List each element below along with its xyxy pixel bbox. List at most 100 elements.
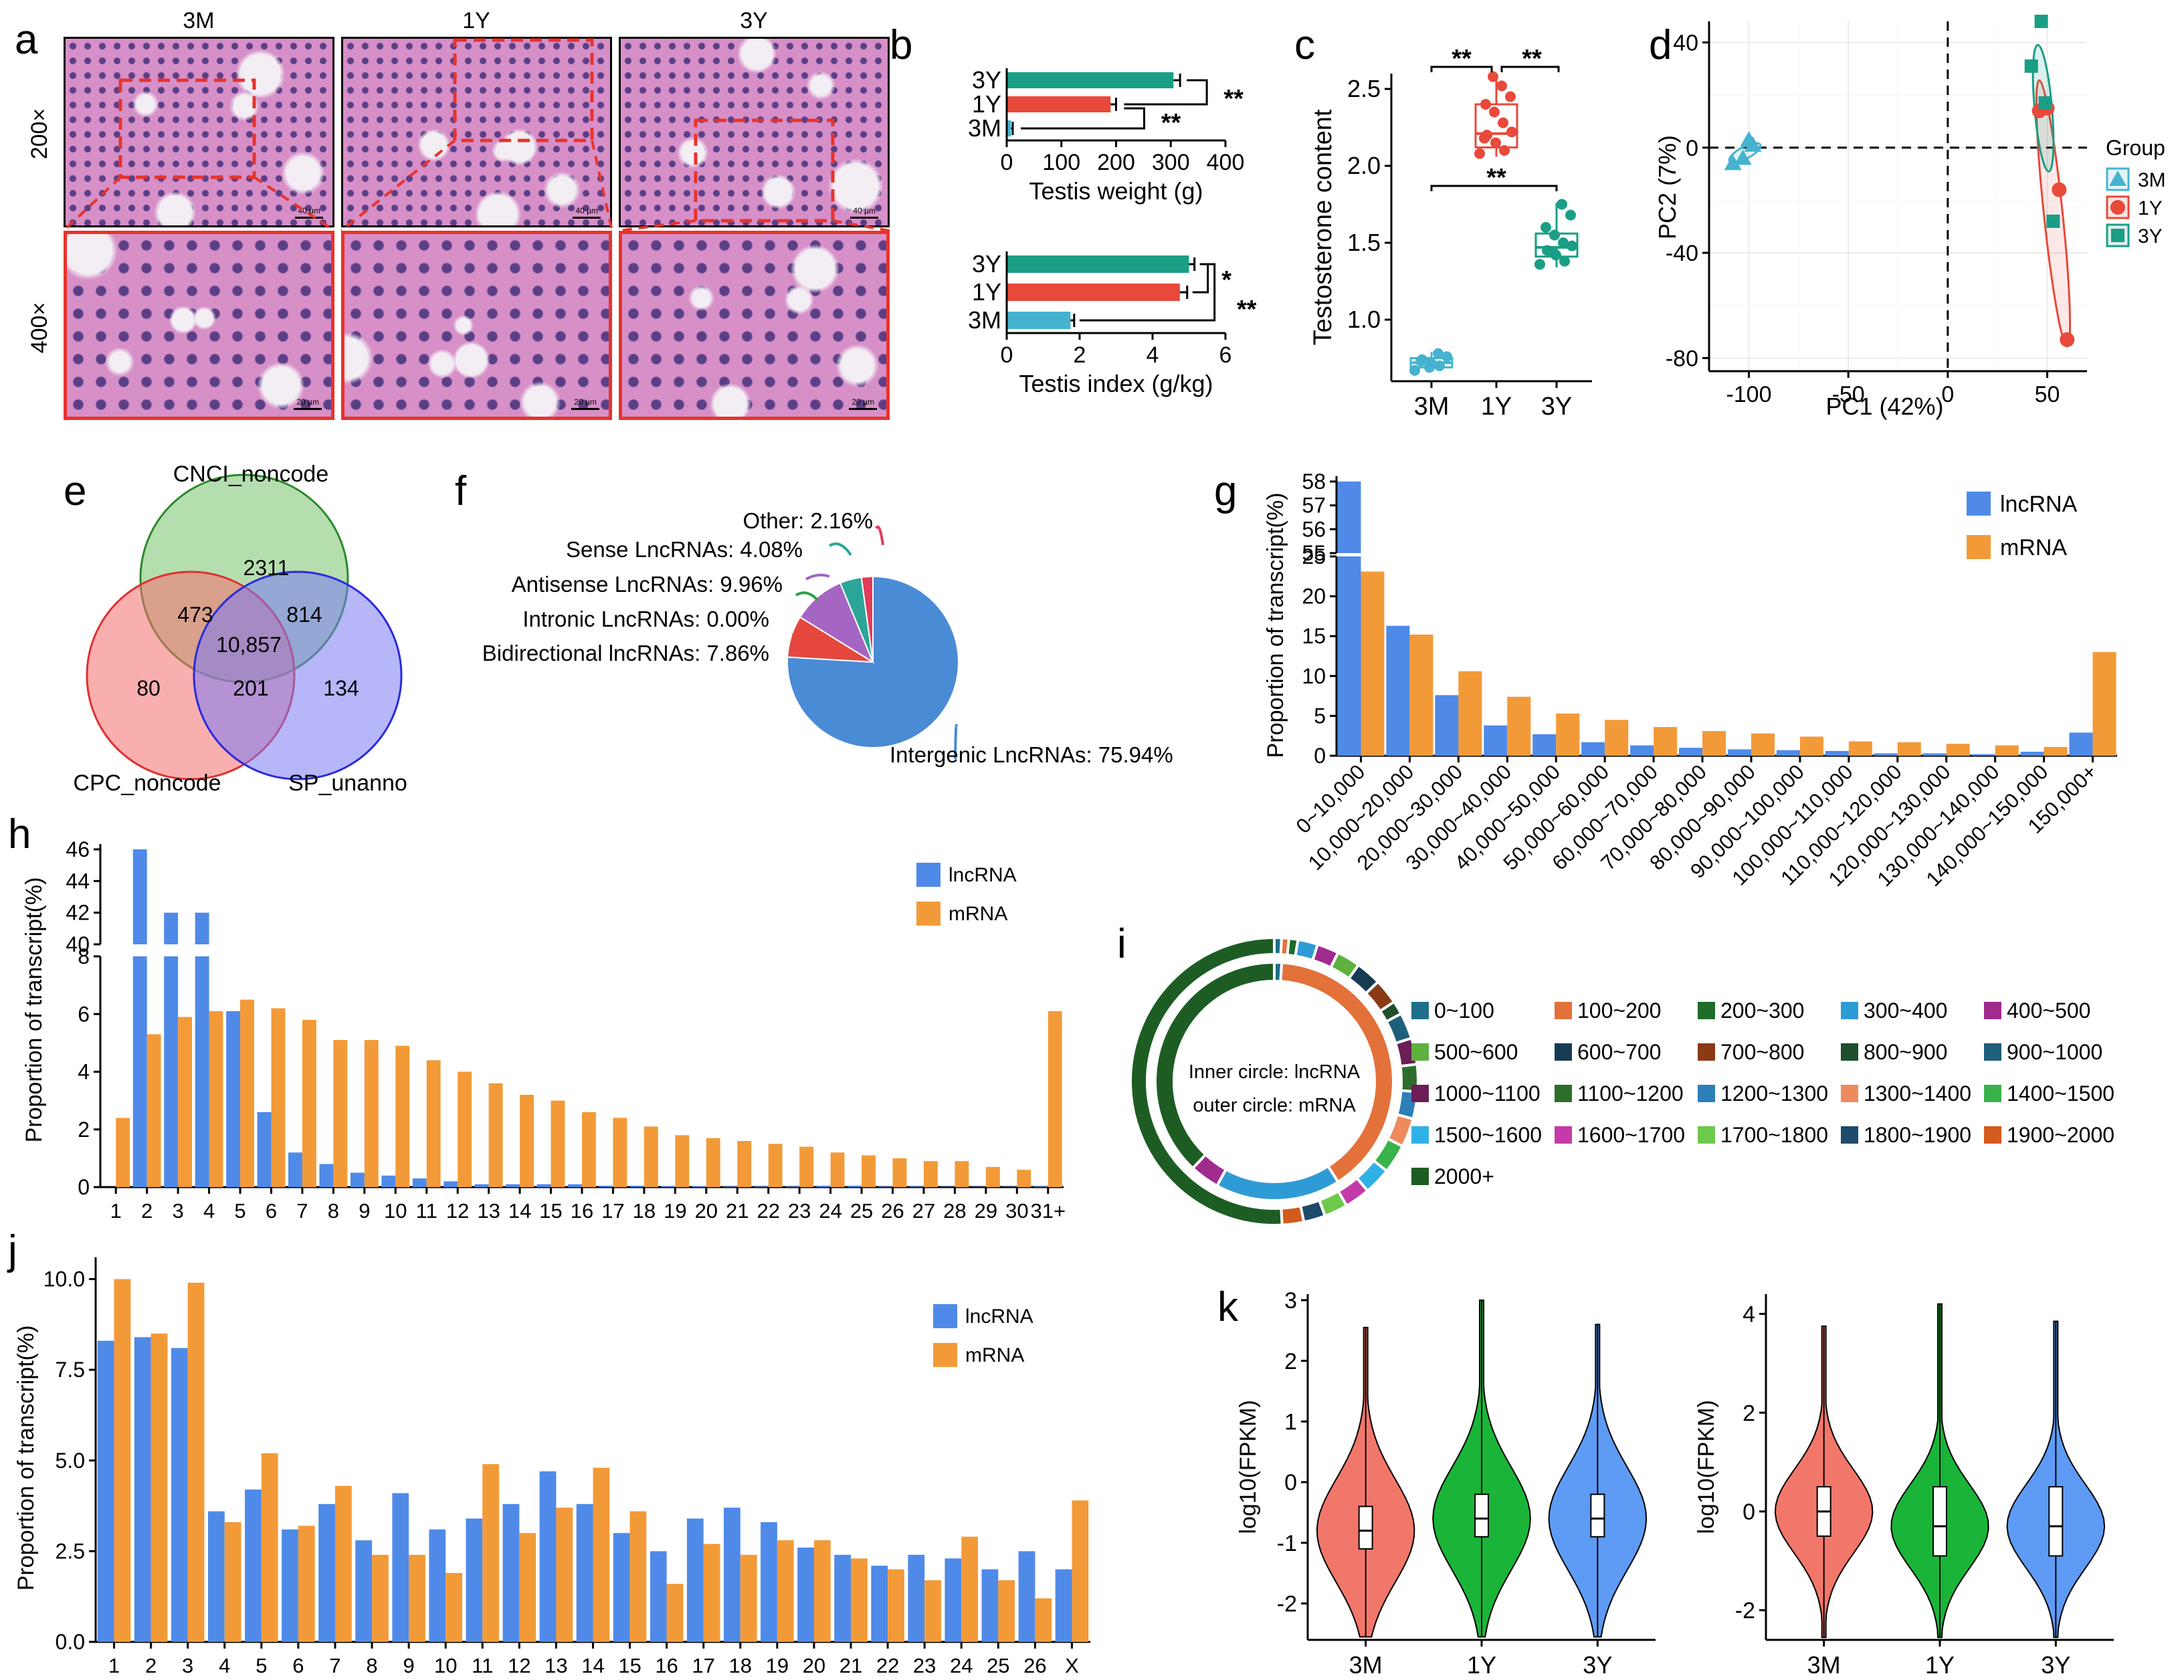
legend-label-19: 1900~2000 [2007,1123,2114,1147]
bar-lncRNA-23 [945,1558,962,1642]
significance-label: ** [1522,45,1542,73]
data-point-1y [1496,80,1507,92]
bar-mRNA-14 [551,1100,565,1187]
y-tick-label: 2 [78,1118,90,1142]
pie-leader-line [805,573,830,581]
legend-label-18: 1800~1900 [1864,1123,1971,1147]
data-point-3y [2038,96,2052,110]
bar-mRNA-10 [426,1060,441,1187]
violin-box-3y [1590,1493,1605,1538]
legend-label-14: 1400~1500 [2007,1081,2114,1106]
pie-slice-3 [799,582,875,664]
x-tick-label-26: 27 [912,1199,935,1223]
legend-label-9: 900~1000 [2007,1040,2102,1064]
bar-lncRNA-12 [539,1471,557,1642]
y-tick-label: 1.0 [1347,306,1381,333]
pie-label-0: Intergenic LncRNAs: 75.94% [890,742,1173,767]
y-tick-label: 2 [1743,1400,1755,1426]
legend-label-6: 600~700 [1577,1040,1661,1064]
x-tick-label-23: 24 [819,1199,841,1223]
bar-mRNA-4 [1556,713,1580,756]
legend-swatch-7 [1698,1043,1715,1061]
significance-label: ** [1237,296,1257,324]
y-tick-label: 55 [1302,541,1326,565]
bar-lncRNA-3 [207,1511,225,1642]
y-tick-label: 42 [66,901,90,925]
x-tick-label: 0 [1941,382,1954,407]
bar-lncRNA-15 [2069,732,2093,756]
data-point-1y [1499,145,1510,156]
y-tick-label: 7.5 [56,1358,85,1382]
x-tick-label-3y: 3Y [1583,1651,1612,1679]
bar-lncRNA-13 [506,1184,520,1187]
data-point-3y [2034,15,2048,28]
x-tick-label-3: 4 [203,1199,215,1223]
bar-lncRNA-1-upper [132,849,147,944]
bar-lncRNA-9 [429,1529,446,1642]
bar-lncRNA-5 [282,1529,298,1642]
bar-lncRNA-4 [226,1011,241,1187]
row-label-400x: 400× [27,302,52,354]
y-axis-title: log10(FPKM) [1235,1400,1261,1534]
significance-label: ** [1223,85,1244,113]
data-point-1y [1488,71,1498,82]
bar-lncRNA-11 [443,1181,458,1187]
bar-mRNA-9 [445,1572,462,1642]
bar-lncRNA-2-upper [164,912,179,944]
significance-bracket [1192,263,1209,294]
legend-swatch-15 [1411,1126,1429,1144]
bar-lncRNA-7 [319,1164,334,1187]
y-tick-label: 2 [1284,1349,1297,1374]
x-tick-label-6: 7 [329,1654,340,1677]
x-tick-label-27: 28 [943,1199,966,1223]
legend-label-10: 1000~1100 [1434,1081,1541,1106]
y-tick-label: 57 [1302,494,1326,518]
bar-mRNA-21 [888,1569,904,1642]
bar-lncRNA-8 [1727,749,1751,756]
venn-set-label-sp: SP_unanno [288,770,407,796]
violin-box-1y [1932,1486,1947,1557]
x-tick-label-12: 13 [544,1654,567,1677]
legend-label-20: 2000+ [1434,1164,1494,1188]
bar-mRNA-21 [768,1144,783,1187]
bar-mRNA-30 [1048,1011,1062,1187]
bar-lncRNA-14 [613,1533,630,1642]
data-point-3m [1415,356,1426,367]
significance-bracket [1020,107,1145,130]
x-tick-label-3m: 3M [1349,1651,1383,1679]
x-tick-label: -50 [1832,382,1865,407]
violin-box-1y [1474,1493,1489,1538]
x-tick-label-7: 8 [366,1654,377,1677]
bar-lncRNA-21 [871,1566,888,1642]
bar-mRNA-12 [1946,744,1970,756]
bar-mRNA-11 [1897,742,1921,756]
legend-swatch-3 [1841,1002,1858,1019]
bar-lncRNA-8 [392,1493,409,1642]
y-axis-title: PC2 (7%) [1654,135,1681,239]
x-tick-label-25: 26 [881,1199,904,1223]
data-point-1y [1490,137,1501,148]
legend-swatch-lncRNA [1967,492,1991,516]
histology-image-3m-400x: 20 µm [64,231,334,420]
bar-mRNA-27 [955,1161,969,1187]
x-tick-label-8: 9 [359,1199,370,1223]
bar-mRNA-13 [520,1095,534,1187]
bar-mRNA-7 [333,1040,348,1187]
legend-label-3m: 3M [2138,169,2166,191]
bar-lncRNA-15 [650,1551,667,1642]
bar-lncRNA-10 [466,1518,483,1642]
legend-swatch-2 [1698,1002,1715,1019]
bar-mRNA-13 [1995,745,2019,756]
bar-mRNA-22 [799,1146,814,1187]
data-point-1y [1474,148,1485,159]
pie-label-2: Intronic LncRNAs: 0.00% [522,607,769,631]
bar-mRNA-12 [556,1507,573,1642]
venn-set-label-cpc: CPC_noncode [73,770,221,796]
panel-letter-b: b [890,22,912,68]
bar-mRNA-18 [675,1135,690,1187]
legend-label-3: 300~400 [1864,999,1947,1023]
y-tick-label: 8 [78,944,90,968]
bar-mRNA-23 [830,1152,845,1187]
scale-bar-label: 40 µm [573,206,601,219]
